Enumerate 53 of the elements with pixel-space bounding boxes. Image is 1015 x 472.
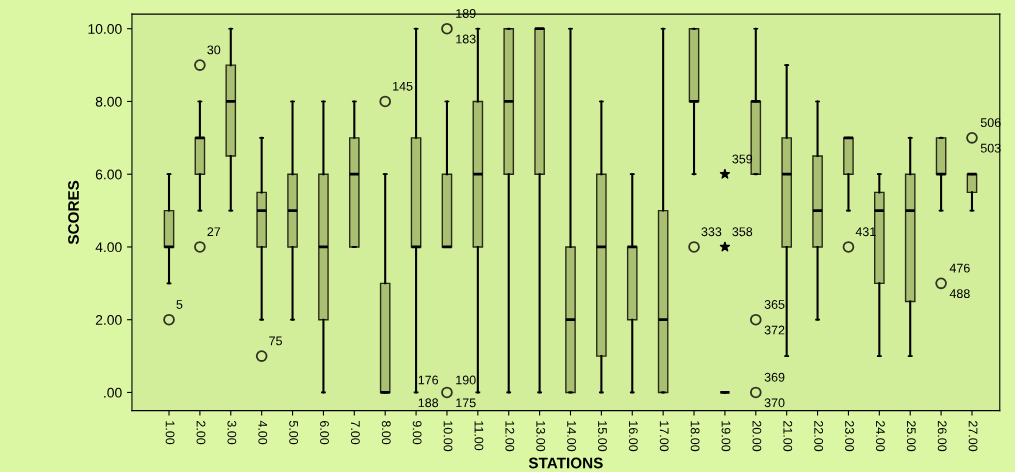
- x-tick-label: 23.00: [845, 420, 854, 452]
- y-tick-label: 2.00: [95, 315, 122, 325]
- x-tick-label: 2.00: [196, 420, 206, 445]
- x-tick-label: 24.00: [875, 420, 885, 452]
- x-tick-label: 1.00: [165, 421, 175, 445]
- x-tick-label: 6.00: [320, 421, 329, 445]
- annotation: 27: [207, 227, 221, 237]
- y-tick-label: .00: [104, 387, 122, 398]
- y-tick-label: 8.00: [95, 96, 122, 107]
- annotation: 369: [764, 372, 785, 382]
- x-tick-label: 22.00: [814, 420, 824, 452]
- x-tick-label: 3.00: [227, 420, 237, 445]
- x-tick-label: 21.00: [783, 420, 793, 452]
- annotation: 5: [176, 300, 183, 309]
- x-tick-label: 5.00: [289, 420, 299, 445]
- x-tick-label: 26.00: [937, 420, 947, 452]
- annotation: 183: [456, 34, 476, 44]
- annotation: 75: [269, 336, 282, 346]
- annotation: 190: [456, 375, 476, 385]
- y-tick-label: 6.00: [95, 169, 122, 180]
- x-tick-label: 20.00: [752, 420, 762, 452]
- x-axis-title: STATIONS: [528, 457, 603, 469]
- annotation: 175: [456, 398, 476, 408]
- annotation: 176: [418, 375, 439, 385]
- annotation: 372: [764, 325, 785, 335]
- x-tick-label: 12.00: [505, 421, 515, 452]
- annotation: 145: [393, 81, 413, 91]
- x-tick-label: 9.00: [412, 420, 422, 445]
- x-tick-label: 16.00: [628, 421, 638, 452]
- x-tick-label: 11.00: [474, 421, 484, 451]
- annotation: 358: [732, 227, 753, 237]
- x-tick-label: 8.00: [381, 420, 391, 445]
- annotation: 188: [418, 398, 439, 408]
- x-tick-label: 13.00: [536, 421, 546, 452]
- x-tick-label: 4.00: [258, 420, 268, 445]
- x-tick-label: 19.00: [721, 421, 731, 452]
- annotation: 365: [764, 300, 785, 309]
- x-tick-label: 7.00: [350, 421, 360, 445]
- annotation: 30: [207, 45, 221, 55]
- y-tick-label: 10.00: [88, 24, 122, 34]
- x-tick-label: 17.00: [659, 421, 669, 452]
- x-tick-label: 15.00: [598, 421, 607, 452]
- x-tick-label: 25.00: [906, 420, 916, 452]
- y-tick-label: 4.00: [95, 242, 122, 253]
- annotation: 370: [764, 398, 785, 408]
- x-tick-label: 10.00: [443, 421, 453, 452]
- x-tick-label: 14.00: [567, 421, 576, 452]
- x-tick-label: 18.00: [690, 421, 700, 452]
- x-tick-label: 27.00: [968, 420, 978, 452]
- annotation: 488: [949, 289, 970, 299]
- y-axis-title: SCORES: [68, 180, 79, 245]
- annotation: 476: [949, 263, 970, 273]
- annotation: 333: [701, 227, 722, 237]
